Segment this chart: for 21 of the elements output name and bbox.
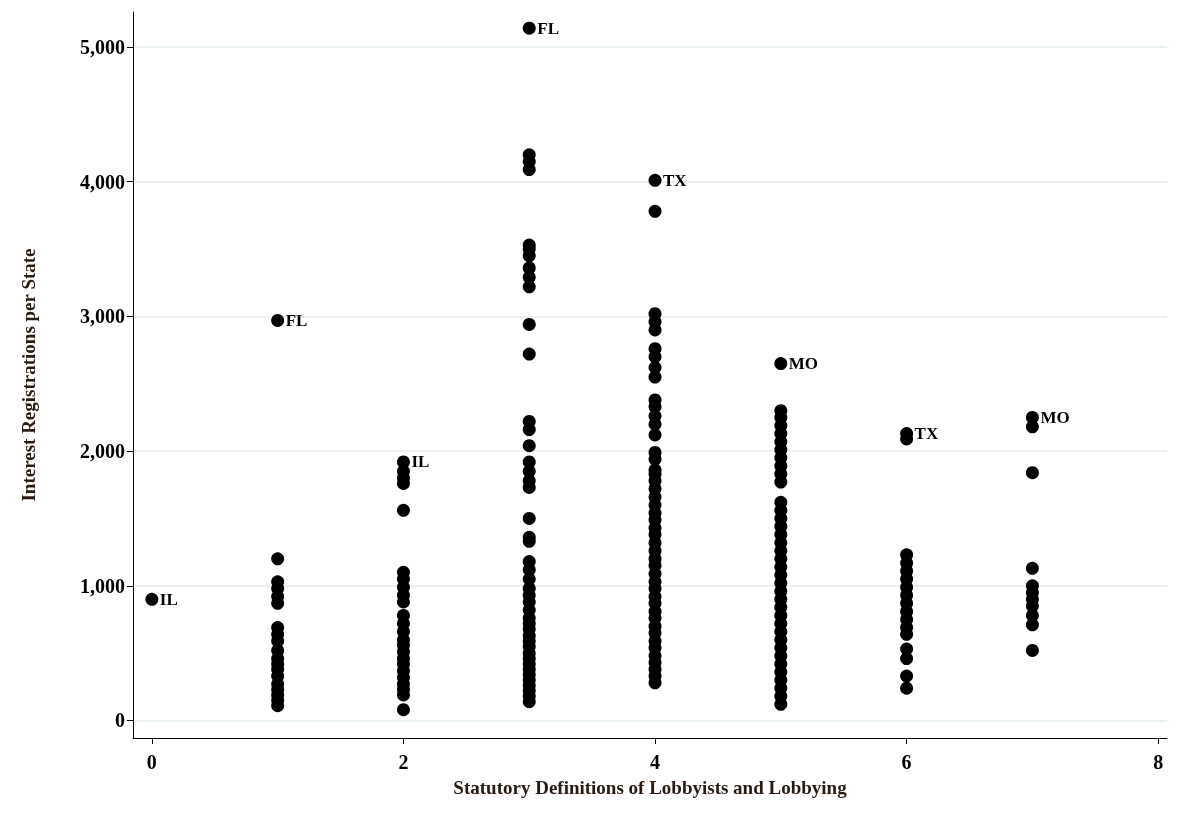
annotation: TX	[663, 170, 688, 190]
y-axis-title: Interest Registrations per State	[18, 248, 39, 502]
y-tick-label: 5,000	[80, 36, 125, 59]
x-tick-label: 8	[1153, 751, 1164, 773]
annotation: IL	[159, 589, 178, 609]
annotation: MO	[788, 354, 819, 374]
annotation: MO	[1040, 407, 1070, 427]
x-tick-label: 4	[650, 751, 661, 773]
x-tick-label: 0	[146, 751, 157, 773]
annotation: FL	[537, 18, 559, 38]
y-tick-label: 0	[115, 709, 125, 732]
annotation: IL	[411, 452, 430, 472]
x-tick-label: 6	[901, 751, 912, 773]
x-axis-title: Statutory Definitions of Lobbyists and Lobbying	[453, 777, 848, 798]
y-tick-label: 2,000	[80, 440, 125, 463]
x-tick-label: 2	[398, 751, 409, 773]
y-tick-label: 4,000	[80, 170, 125, 193]
annotation: FL	[285, 310, 308, 330]
y-tick-label: 3,000	[80, 305, 125, 328]
y-tick-label: 1,000	[80, 574, 125, 597]
annotation: TX	[914, 424, 939, 444]
